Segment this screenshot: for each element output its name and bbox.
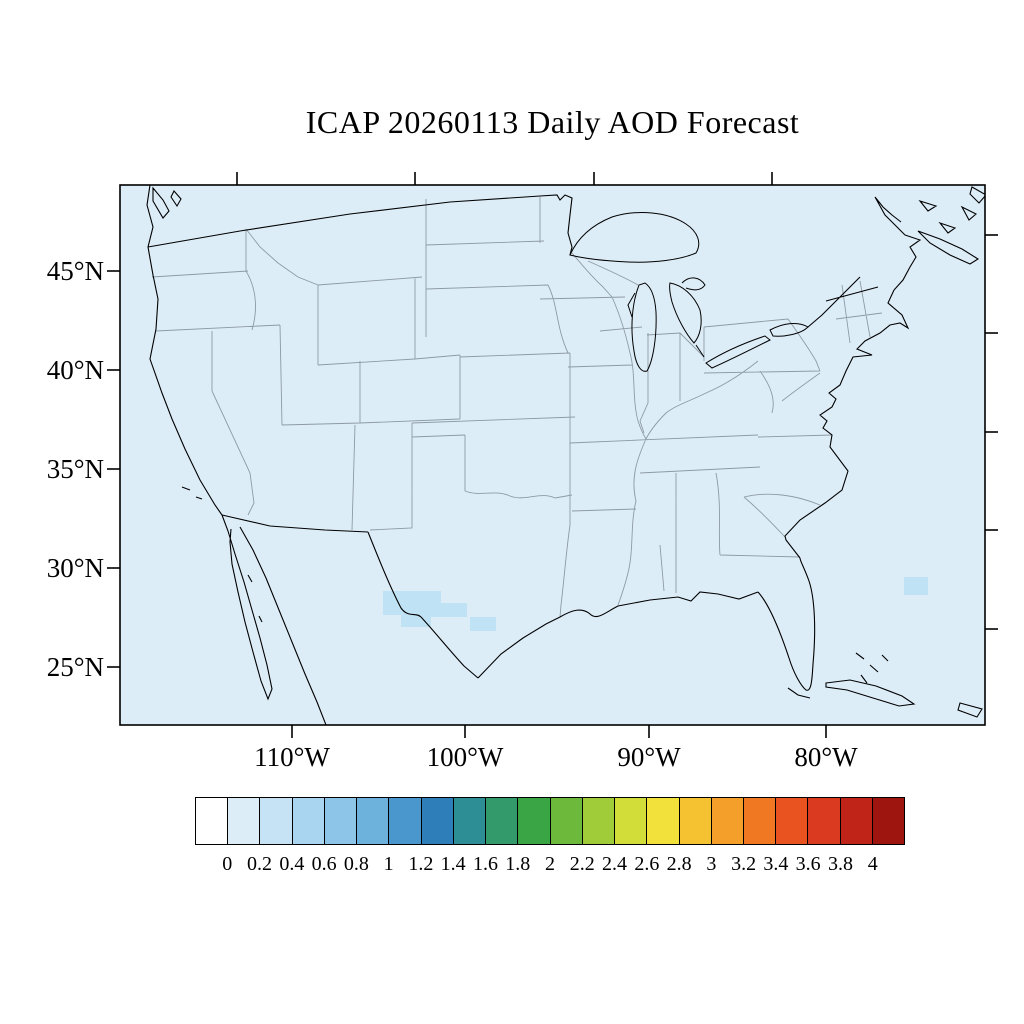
top-lon-ticks xyxy=(236,172,773,185)
bottom-lon-ticks xyxy=(291,725,827,738)
colorbar-label: 2.8 xyxy=(666,853,692,875)
colorbar-label: 4 xyxy=(867,853,878,875)
colorbar-cell xyxy=(614,797,648,845)
colorbar-cell xyxy=(871,797,906,845)
colorbar-labels: 0 0.2 0.4 0.6 0.8 1 1.2 1.4 1.6 1.8 2 2.2 2.4 2.6 2.8 3… xyxy=(195,853,905,879)
lon-label-90w: 90°W xyxy=(617,742,681,772)
map-background xyxy=(120,185,985,725)
colorbar-label: 1.6 xyxy=(472,853,498,875)
colorbar-label: 1.8 xyxy=(505,853,531,875)
lon-label-110w: 110°W xyxy=(254,742,330,772)
lat-label-30n: 30°N xyxy=(47,553,104,583)
colorbar-label: 1.2 xyxy=(408,853,434,875)
colorbar-cell xyxy=(581,797,616,845)
colorbar-label: 3.6 xyxy=(795,853,821,875)
map-frame xyxy=(119,184,986,726)
right-lat-ticks xyxy=(985,234,998,630)
colorbar-label: 3.8 xyxy=(827,853,853,875)
lat-label-40n: 40°N xyxy=(47,355,104,385)
aod-patches xyxy=(383,577,928,631)
colorbar-cell xyxy=(259,797,293,845)
lat-label-25n: 25°N xyxy=(47,652,104,682)
colorbar-label: 3.4 xyxy=(763,853,789,875)
colorbar-cell xyxy=(678,797,712,845)
colorbar-label: 2.2 xyxy=(569,853,595,875)
colorbar-label: 2.4 xyxy=(602,853,628,875)
colorbar-cell xyxy=(323,797,358,845)
colorbar-cell xyxy=(356,797,390,845)
great-lakes xyxy=(569,212,809,372)
left-lat-ticks xyxy=(107,270,120,668)
colorbar-label: 3.2 xyxy=(731,853,757,875)
colorbar-cell xyxy=(388,797,422,845)
colorbar-label: 1 xyxy=(383,853,394,875)
colorbar-label: 3 xyxy=(706,853,717,875)
colorbar-cell xyxy=(710,797,744,845)
colorbar-cell xyxy=(807,797,841,845)
lat-label-35n: 35°N xyxy=(47,454,104,484)
colorbar-cell xyxy=(742,797,777,845)
colorbar-label: 0.2 xyxy=(247,853,273,875)
colorbar-cell xyxy=(452,797,487,845)
aod-patch-atlantic xyxy=(904,577,928,595)
colorbar-cell xyxy=(646,797,680,845)
colorbar-cell xyxy=(485,797,519,845)
us-coastline xyxy=(146,185,985,725)
colorbar-label: 0 xyxy=(222,853,233,875)
colorbar xyxy=(195,797,906,845)
lat-axis-labels: 45°N 40°N 35°N 30°N 25°N xyxy=(47,256,104,682)
colorbar-label: 1.4 xyxy=(440,853,466,875)
colorbar-cell xyxy=(549,797,583,845)
axis-ticks xyxy=(107,172,998,738)
colorbar-cell xyxy=(775,797,809,845)
colorbar-cell xyxy=(227,797,261,845)
lon-label-100w: 100°W xyxy=(427,742,504,772)
state-borders xyxy=(151,197,883,618)
lat-label-45n: 45°N xyxy=(47,256,104,286)
colorbar-label: 0.4 xyxy=(279,853,305,875)
colorbar-label: 2 xyxy=(545,853,555,875)
colorbar-cell xyxy=(291,797,325,845)
colorbar-label: 0.8 xyxy=(343,853,369,875)
colorbar-cell xyxy=(195,797,229,845)
colorbar-label: 2.6 xyxy=(634,853,660,875)
lon-axis-labels: 110°W 100°W 90°W 80°W xyxy=(254,742,858,772)
lon-label-80w: 80°W xyxy=(794,742,858,772)
colorbar-label: 0.6 xyxy=(311,853,337,875)
colorbar-cell xyxy=(517,797,551,845)
colorbar-cell xyxy=(839,797,873,845)
aod-patch-texas xyxy=(383,591,467,627)
colorbar-cell xyxy=(420,797,454,845)
aod-patch-texas-2 xyxy=(470,617,496,631)
chart-title: ICAP 20260113 Daily AOD Forecast xyxy=(305,104,800,140)
